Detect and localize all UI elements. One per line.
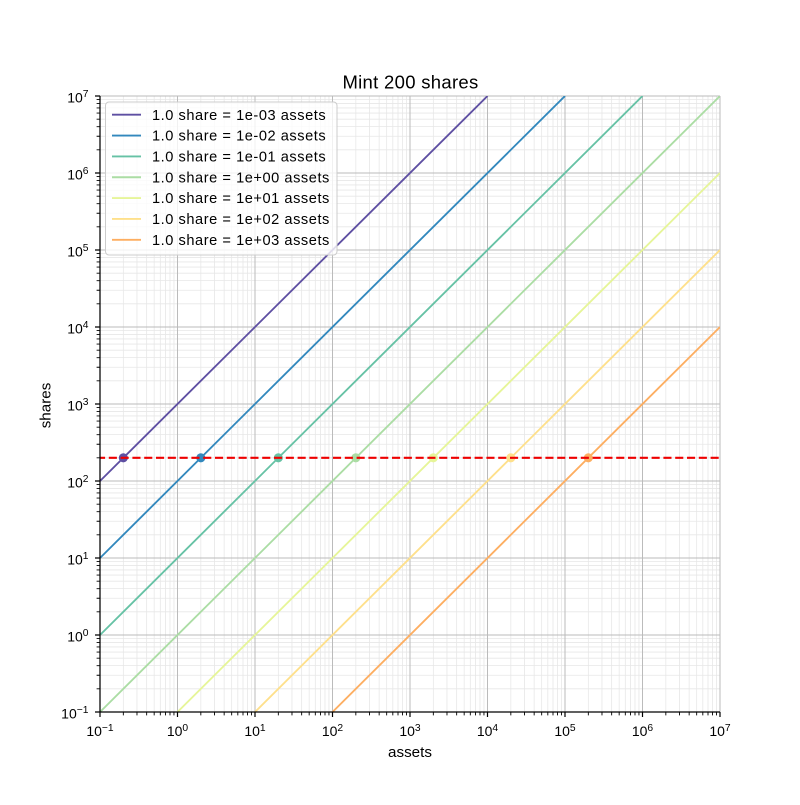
svg-text:shares: shares bbox=[38, 382, 55, 428]
svg-text:1.0 share = 1e+02 assets: 1.0 share = 1e+02 assets bbox=[152, 212, 330, 228]
svg-text:1.0 share = 1e-03 assets: 1.0 share = 1e-03 assets bbox=[152, 108, 326, 124]
svg-text:1.0 share = 1e+01 assets: 1.0 share = 1e+01 assets bbox=[152, 191, 330, 207]
svg-text:Mint 200 shares: Mint 200 shares bbox=[342, 72, 478, 93]
svg-text:assets: assets bbox=[388, 744, 432, 761]
svg-text:1.0 share = 1e+03 assets: 1.0 share = 1e+03 assets bbox=[152, 233, 330, 249]
svg-text:1.0 share = 1e+00 assets: 1.0 share = 1e+00 assets bbox=[152, 170, 330, 186]
svg-text:1.0 share = 1e-01 assets: 1.0 share = 1e-01 assets bbox=[152, 150, 326, 166]
svg-text:1.0 share = 1e-02 assets: 1.0 share = 1e-02 assets bbox=[152, 129, 326, 145]
